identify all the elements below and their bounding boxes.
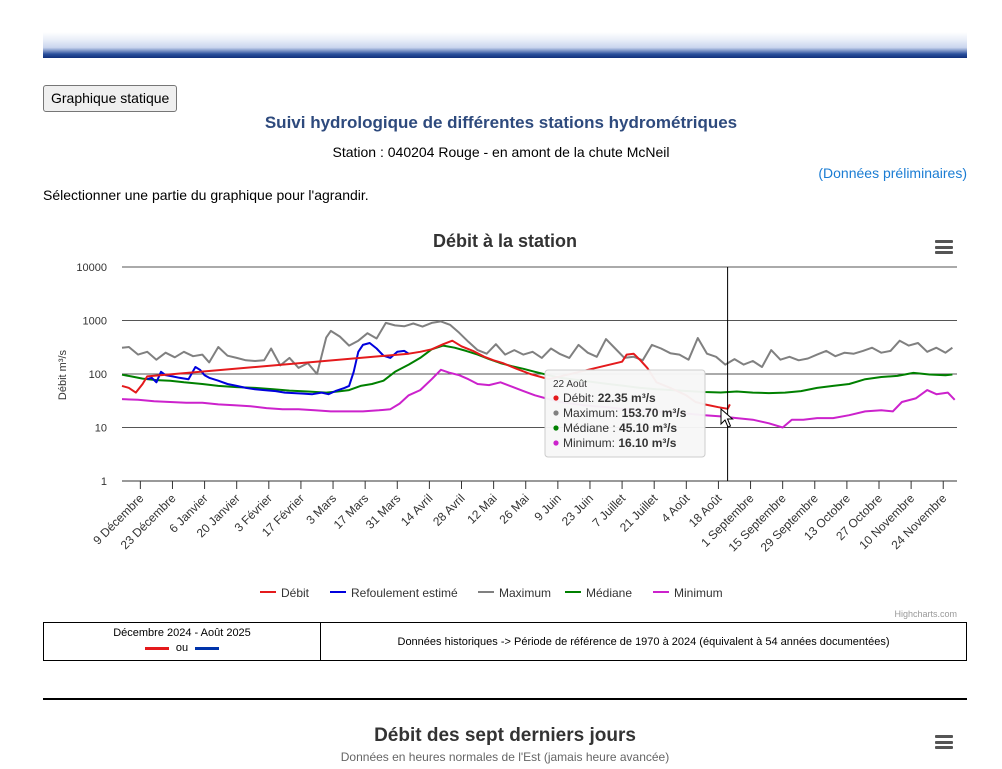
- period-cell: Décembre 2024 - Août 2025 ou: [44, 623, 321, 660]
- grid-lines: [122, 266, 957, 482]
- chart-title: Débit à la station: [433, 231, 577, 251]
- y-axis-ticks: 10000 1000 100 10 1: [76, 262, 107, 488]
- static-chart-button[interactable]: Graphique statique: [43, 85, 178, 112]
- zoom-hint: Sélectionner une partie du graphique pou…: [43, 187, 369, 203]
- mouse-pointer-icon: [720, 407, 734, 428]
- y-tick-label: 10: [95, 423, 107, 435]
- legend-item[interactable]: Maximum: [478, 586, 551, 600]
- refoulement-swatch: [195, 646, 220, 650]
- tooltip-row: Minimum: 16.10 m³/s: [563, 436, 677, 450]
- series-line-refoulement-estim-[interactable]: [146, 342, 410, 396]
- period-label: Décembre 2024 - Août 2025: [113, 627, 251, 639]
- tooltip-bullet: [553, 395, 559, 401]
- x-tick-label: 17 Mars: [331, 491, 372, 532]
- tooltip-row: Maximum: 153.70 m³/s: [563, 406, 687, 420]
- preliminary-data-link[interactable]: (Données préliminaires): [818, 165, 967, 181]
- second-chart-title: Débit des sept derniers jours: [374, 725, 636, 746]
- second-chart-subtitle: Données en heures normales de l'Est (jam…: [340, 750, 670, 764]
- tooltip-row: Débit: 22.35 m³/s: [563, 391, 656, 405]
- y-tick-label: 1000: [83, 316, 107, 328]
- page-title: Suivi hydrologique de différentes statio…: [264, 113, 738, 132]
- highcharts-credit[interactable]: Highcharts.com: [894, 609, 957, 619]
- period-legend-table: Décembre 2024 - Août 2025 ou Données his…: [43, 622, 967, 661]
- y-axis-label: Débit m³/s: [57, 349, 69, 400]
- x-tick-label: 12 Mai: [464, 491, 499, 526]
- legend-item[interactable]: Refoulement estimé: [330, 586, 458, 600]
- x-tick-label: 31 Mars: [363, 491, 404, 532]
- chart-legend[interactable]: Débit Refoulement estimé Maximum Médiane Min…: [260, 586, 723, 600]
- legend-item[interactable]: Débit: [260, 586, 310, 600]
- tooltip-bullet: [553, 440, 559, 446]
- tooltip-row: Médiane : 45.10 m³/s: [563, 421, 677, 435]
- header-banner: [43, 32, 967, 58]
- hamburger-menu-icon[interactable]: [935, 240, 953, 254]
- historical-label: Données historiques -> Période de référe…: [397, 635, 890, 648]
- debit-swatch: [144, 646, 169, 650]
- x-tick-label: 28 Avril: [430, 491, 468, 529]
- tooltip-box: [544, 369, 706, 458]
- tooltip-bullet: [553, 425, 559, 431]
- or-label: ou: [175, 642, 189, 654]
- y-tick-label: 1: [101, 476, 107, 488]
- legend-label: Débit: [281, 586, 310, 600]
- flow-chart[interactable]: Débit à la station Débit m³/s 1000010001…: [0, 222, 1002, 622]
- tooltip-date: 22 Août: [553, 379, 587, 390]
- station-label: Station : 040204 Rouge - en amont de la …: [332, 144, 670, 160]
- x-tick-label: 26 Mai: [496, 491, 531, 526]
- legend-item[interactable]: Minimum: [653, 586, 723, 600]
- x-tick-label: 14 Avril: [398, 491, 436, 529]
- legend-label: Refoulement estimé: [351, 586, 458, 600]
- tooltip-bullet: [553, 410, 559, 416]
- legend-label: Maximum: [499, 586, 551, 600]
- y-tick-label: 100: [89, 369, 107, 381]
- series-line-minimum[interactable]: [121, 368, 956, 429]
- historical-cell: Données historiques -> Période de référe…: [321, 623, 966, 660]
- x-tick-label: 23 Juin: [559, 491, 596, 528]
- y-tick-label: 10000: [76, 262, 107, 274]
- legend-label: Médiane: [586, 586, 632, 600]
- hamburger-menu-icon[interactable]: [935, 735, 953, 749]
- legend-label: Minimum: [674, 586, 723, 600]
- section-divider: [43, 698, 967, 700]
- series-line-maximum[interactable]: [121, 320, 953, 375]
- legend-item[interactable]: Médiane: [565, 586, 632, 600]
- series-line-m-diane[interactable]: [121, 344, 953, 395]
